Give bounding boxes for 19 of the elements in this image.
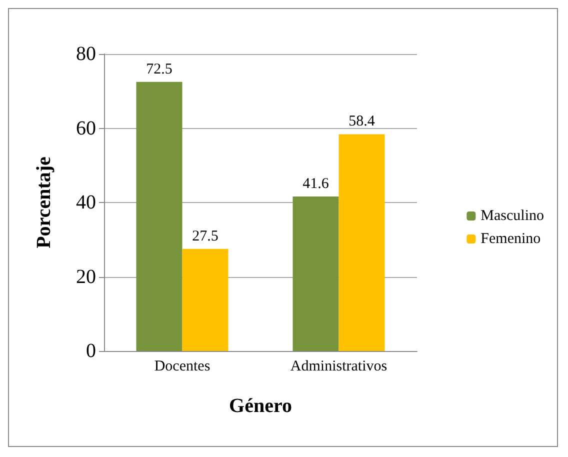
- y-tick-label: 60: [76, 117, 96, 140]
- y-tick-label: 20: [76, 266, 96, 288]
- x-tick-label: Docentes: [154, 358, 210, 374]
- bar: [338, 134, 385, 351]
- x-tick-label: Administrativos: [290, 358, 388, 374]
- y-tick-label: 0: [86, 340, 96, 362]
- legend-label: Masculino: [480, 208, 544, 224]
- y-tick-label: 80: [76, 43, 96, 65]
- data-label: 72.5: [146, 61, 172, 78]
- legend-label: Femenino: [480, 231, 541, 247]
- bar: [182, 248, 228, 351]
- data-label: 27.5: [192, 228, 218, 244]
- y-tick-label: 40: [76, 192, 96, 214]
- data-label: 41.6: [302, 176, 330, 192]
- x-axis-title: Género: [229, 395, 292, 417]
- y-axis-title: Porcentaje: [33, 156, 55, 248]
- bar: [136, 82, 182, 351]
- bar: [292, 196, 339, 351]
- data-label: 58.4: [348, 114, 376, 130]
